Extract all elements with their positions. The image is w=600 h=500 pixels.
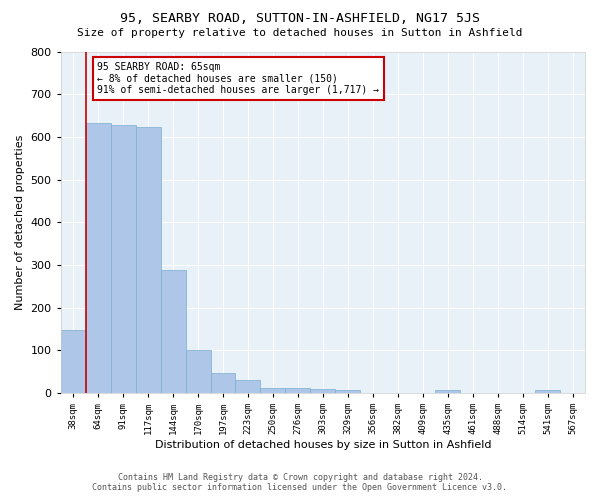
Bar — [211, 372, 235, 393]
Bar — [235, 380, 260, 393]
Bar — [310, 389, 335, 393]
Text: Size of property relative to detached houses in Sutton in Ashfield: Size of property relative to detached ho… — [77, 28, 523, 38]
Bar — [286, 388, 310, 393]
Bar — [61, 330, 86, 393]
Bar — [260, 388, 286, 393]
Text: Contains HM Land Registry data © Crown copyright and database right 2024.
Contai: Contains HM Land Registry data © Crown c… — [92, 473, 508, 492]
Bar — [335, 390, 361, 393]
Bar — [435, 390, 460, 393]
Text: 95, SEARBY ROAD, SUTTON-IN-ASHFIELD, NG17 5JS: 95, SEARBY ROAD, SUTTON-IN-ASHFIELD, NG1… — [120, 12, 480, 26]
Bar — [110, 125, 136, 393]
Bar — [535, 390, 560, 393]
Y-axis label: Number of detached properties: Number of detached properties — [15, 134, 25, 310]
Bar — [185, 350, 211, 393]
Bar — [136, 127, 161, 393]
Bar — [161, 270, 185, 393]
Bar — [86, 123, 110, 393]
Text: 95 SEARBY ROAD: 65sqm
← 8% of detached houses are smaller (150)
91% of semi-deta: 95 SEARBY ROAD: 65sqm ← 8% of detached h… — [97, 62, 379, 95]
X-axis label: Distribution of detached houses by size in Sutton in Ashfield: Distribution of detached houses by size … — [155, 440, 491, 450]
